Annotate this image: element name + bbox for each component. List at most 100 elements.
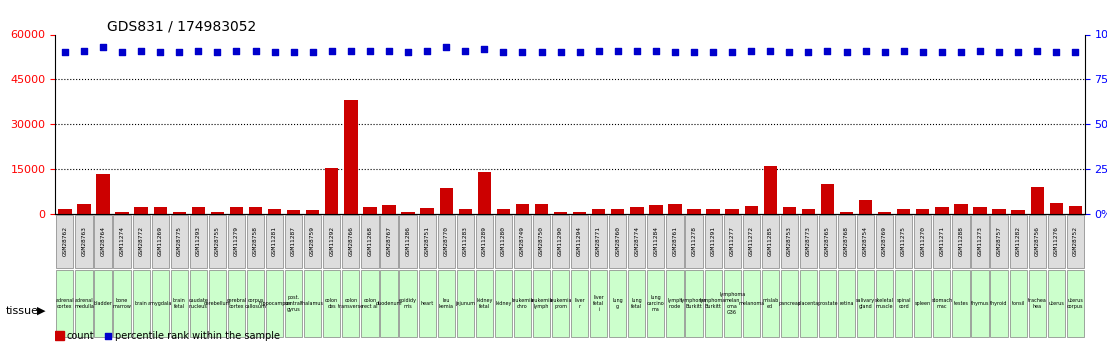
FancyBboxPatch shape bbox=[838, 270, 855, 337]
Bar bbox=[134, 207, 148, 214]
FancyBboxPatch shape bbox=[571, 270, 588, 337]
FancyBboxPatch shape bbox=[209, 270, 226, 337]
FancyBboxPatch shape bbox=[361, 215, 379, 268]
Bar bbox=[649, 205, 663, 214]
Bar bbox=[402, 211, 415, 214]
FancyBboxPatch shape bbox=[1067, 270, 1084, 337]
FancyBboxPatch shape bbox=[590, 215, 608, 268]
Point bbox=[838, 50, 856, 55]
FancyBboxPatch shape bbox=[514, 270, 531, 337]
Bar bbox=[115, 211, 128, 214]
Point bbox=[495, 50, 513, 55]
Point bbox=[228, 48, 246, 53]
Text: GSM28768: GSM28768 bbox=[844, 227, 849, 256]
FancyBboxPatch shape bbox=[1067, 215, 1084, 268]
Text: placenta: placenta bbox=[798, 301, 819, 306]
FancyBboxPatch shape bbox=[762, 215, 779, 268]
Bar bbox=[954, 204, 968, 214]
Text: GSM11276: GSM11276 bbox=[1054, 227, 1058, 256]
Bar bbox=[917, 209, 930, 214]
Text: tonsil: tonsil bbox=[1012, 301, 1025, 306]
Text: tissue: tissue bbox=[6, 306, 39, 315]
FancyBboxPatch shape bbox=[590, 270, 608, 337]
Point bbox=[628, 48, 645, 53]
Bar bbox=[154, 207, 167, 214]
Text: colon
transverse: colon transverse bbox=[338, 298, 364, 309]
FancyBboxPatch shape bbox=[170, 215, 188, 268]
FancyBboxPatch shape bbox=[381, 215, 397, 268]
Text: leu
kemia: leu kemia bbox=[438, 298, 454, 309]
Text: GSM11279: GSM11279 bbox=[234, 227, 239, 256]
Text: kidney
fetal: kidney fetal bbox=[476, 298, 493, 309]
Text: GSM11272: GSM11272 bbox=[748, 227, 754, 256]
Text: retina: retina bbox=[839, 301, 853, 306]
Text: testes: testes bbox=[953, 301, 969, 306]
Text: spinal
cord: spinal cord bbox=[897, 298, 911, 309]
FancyBboxPatch shape bbox=[724, 270, 741, 337]
Text: jejunum: jejunum bbox=[455, 301, 475, 306]
Point bbox=[1028, 48, 1046, 53]
FancyBboxPatch shape bbox=[933, 215, 951, 268]
Bar bbox=[497, 209, 510, 214]
Text: count: count bbox=[66, 331, 94, 341]
Text: GSM28766: GSM28766 bbox=[349, 227, 353, 256]
Bar bbox=[173, 211, 186, 214]
FancyBboxPatch shape bbox=[418, 270, 436, 337]
Text: stomach
mac: stomach mac bbox=[931, 298, 952, 309]
FancyBboxPatch shape bbox=[532, 215, 550, 268]
Text: GSM11277: GSM11277 bbox=[730, 227, 735, 256]
Point bbox=[646, 48, 664, 53]
Bar bbox=[935, 207, 949, 214]
FancyBboxPatch shape bbox=[648, 215, 664, 268]
FancyBboxPatch shape bbox=[609, 215, 627, 268]
Point bbox=[571, 50, 589, 55]
Point bbox=[685, 50, 703, 55]
Point bbox=[799, 50, 817, 55]
Point bbox=[514, 50, 531, 55]
Point bbox=[418, 48, 436, 53]
Text: lymphoma
Burkitt: lymphoma Burkitt bbox=[681, 298, 707, 309]
Point bbox=[894, 48, 912, 53]
Text: GSM11287: GSM11287 bbox=[291, 227, 297, 256]
Text: GSM11280: GSM11280 bbox=[500, 227, 506, 256]
Text: uterus
corpus: uterus corpus bbox=[1067, 298, 1084, 309]
Text: caudate
nucleus: caudate nucleus bbox=[188, 298, 208, 309]
FancyBboxPatch shape bbox=[685, 270, 703, 337]
Point bbox=[100, 333, 117, 338]
Bar bbox=[306, 210, 320, 214]
Bar bbox=[764, 166, 777, 214]
Bar bbox=[77, 204, 91, 214]
Text: lymphoma
melan
oma
G36: lymphoma melan oma G36 bbox=[720, 293, 745, 315]
FancyBboxPatch shape bbox=[629, 215, 645, 268]
FancyBboxPatch shape bbox=[476, 215, 493, 268]
FancyBboxPatch shape bbox=[991, 215, 1007, 268]
FancyBboxPatch shape bbox=[56, 215, 73, 268]
FancyBboxPatch shape bbox=[819, 215, 836, 268]
Point bbox=[189, 48, 207, 53]
Text: leukemia
prom: leukemia prom bbox=[549, 298, 572, 309]
Text: GSM11275: GSM11275 bbox=[901, 227, 907, 256]
Text: prostate: prostate bbox=[817, 301, 838, 306]
Text: GSM28758: GSM28758 bbox=[254, 227, 258, 256]
FancyBboxPatch shape bbox=[724, 215, 741, 268]
Text: colon
rect al: colon rect al bbox=[362, 298, 377, 309]
Point bbox=[437, 44, 455, 50]
FancyBboxPatch shape bbox=[838, 215, 855, 268]
Text: GSM28773: GSM28773 bbox=[806, 227, 811, 256]
Point bbox=[743, 48, 761, 53]
Text: corpus
callosum: corpus callosum bbox=[245, 298, 267, 309]
Text: thalamus: thalamus bbox=[301, 301, 324, 306]
Text: GSM11278: GSM11278 bbox=[692, 227, 696, 256]
Point bbox=[476, 46, 494, 52]
Bar bbox=[96, 174, 110, 214]
FancyBboxPatch shape bbox=[1047, 270, 1065, 337]
FancyBboxPatch shape bbox=[94, 215, 112, 268]
Text: post.
central
gyrus: post. central gyrus bbox=[284, 295, 302, 312]
FancyBboxPatch shape bbox=[685, 215, 703, 268]
Bar bbox=[611, 209, 624, 214]
Text: melanoma: melanoma bbox=[738, 301, 764, 306]
Bar bbox=[458, 209, 472, 214]
Bar bbox=[363, 207, 376, 214]
Bar bbox=[1049, 203, 1063, 214]
Point bbox=[400, 50, 417, 55]
